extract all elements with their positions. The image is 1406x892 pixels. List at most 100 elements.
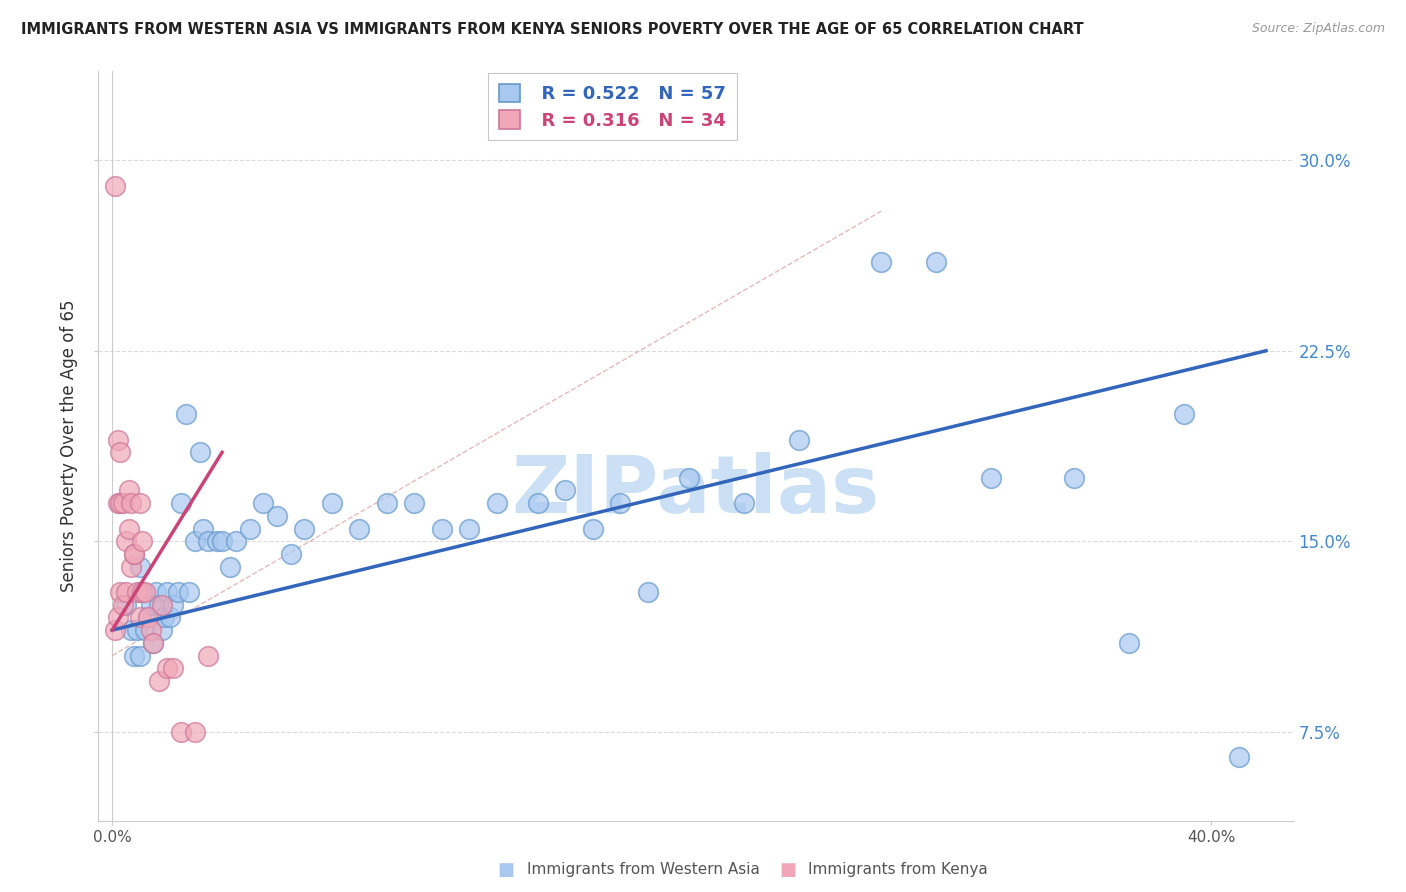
- Point: [128, 610, 150, 624]
- Point: [191, 522, 214, 536]
- Point: [125, 585, 148, 599]
- Point: [153, 610, 176, 624]
- Point: [150, 598, 173, 612]
- Point: [870, 255, 893, 269]
- Point: [115, 598, 138, 612]
- Point: [110, 445, 132, 459]
- Point: [139, 623, 162, 637]
- Point: [176, 407, 198, 421]
- Point: [733, 496, 755, 510]
- Point: [115, 585, 138, 599]
- Point: [1227, 750, 1250, 764]
- Point: [197, 648, 219, 663]
- Point: [115, 534, 138, 549]
- Y-axis label: Seniors Poverty Over the Age of 65: Seniors Poverty Over the Age of 65: [60, 300, 79, 592]
- Point: [128, 559, 150, 574]
- Point: [131, 585, 153, 599]
- Point: [156, 661, 179, 675]
- Point: [1173, 407, 1195, 421]
- Point: [120, 559, 142, 574]
- Point: [131, 534, 153, 549]
- Point: [252, 496, 274, 510]
- Point: [458, 522, 481, 536]
- Point: [148, 673, 170, 688]
- Text: Immigrants from Western Asia: Immigrants from Western Asia: [527, 863, 761, 877]
- Point: [162, 598, 184, 612]
- Point: [980, 471, 1002, 485]
- Point: [128, 648, 150, 663]
- Point: [148, 598, 170, 612]
- Legend:   R = 0.522   N = 57,   R = 0.316   N = 34: R = 0.522 N = 57, R = 0.316 N = 34: [488, 73, 737, 140]
- Point: [205, 534, 228, 549]
- Point: [183, 724, 205, 739]
- Point: [104, 623, 127, 637]
- Point: [162, 661, 184, 675]
- Point: [787, 433, 810, 447]
- Point: [219, 559, 242, 574]
- Point: [139, 598, 162, 612]
- Point: [156, 585, 179, 599]
- Point: [1118, 636, 1140, 650]
- Text: IMMIGRANTS FROM WESTERN ASIA VS IMMIGRANTS FROM KENYA SENIORS POVERTY OVER THE A: IMMIGRANTS FROM WESTERN ASIA VS IMMIGRAN…: [21, 22, 1084, 37]
- Point: [375, 496, 398, 510]
- Point: [188, 445, 211, 459]
- Point: [321, 496, 343, 510]
- Point: [225, 534, 247, 549]
- Point: [128, 585, 150, 599]
- Point: [170, 724, 193, 739]
- Point: [125, 623, 148, 637]
- Point: [136, 610, 159, 624]
- Point: [404, 496, 426, 510]
- Point: [925, 255, 948, 269]
- Point: [142, 636, 165, 650]
- Point: [110, 585, 132, 599]
- Point: [266, 508, 288, 523]
- Point: [117, 522, 139, 536]
- Point: [349, 522, 371, 536]
- Point: [167, 585, 190, 599]
- Point: [238, 522, 260, 536]
- Point: [150, 623, 173, 637]
- Point: [110, 496, 132, 510]
- Point: [485, 496, 508, 510]
- Point: [134, 623, 156, 637]
- Point: [678, 471, 700, 485]
- Point: [145, 585, 167, 599]
- Point: [430, 522, 453, 536]
- Point: [134, 585, 156, 599]
- Point: [107, 610, 129, 624]
- Point: [122, 547, 145, 561]
- Point: [183, 534, 205, 549]
- Point: [112, 496, 135, 510]
- Text: Source: ZipAtlas.com: Source: ZipAtlas.com: [1251, 22, 1385, 36]
- Point: [112, 598, 135, 612]
- Point: [104, 178, 127, 193]
- Point: [582, 522, 605, 536]
- Point: [609, 496, 631, 510]
- Point: [136, 610, 159, 624]
- Point: [637, 585, 659, 599]
- Text: ZIPatlas: ZIPatlas: [512, 452, 880, 530]
- Point: [107, 496, 129, 510]
- Point: [197, 534, 219, 549]
- Point: [142, 636, 165, 650]
- Text: Immigrants from Kenya: Immigrants from Kenya: [808, 863, 988, 877]
- Point: [170, 496, 193, 510]
- Point: [527, 496, 550, 510]
- Text: ■: ■: [779, 861, 796, 879]
- Point: [1063, 471, 1085, 485]
- Point: [120, 623, 142, 637]
- Point: [122, 648, 145, 663]
- Point: [120, 496, 142, 510]
- Point: [177, 585, 200, 599]
- Point: [122, 547, 145, 561]
- Point: [211, 534, 233, 549]
- Text: ■: ■: [498, 861, 515, 879]
- Point: [280, 547, 302, 561]
- Point: [159, 610, 181, 624]
- Point: [117, 483, 139, 498]
- Point: [554, 483, 576, 498]
- Point: [294, 522, 316, 536]
- Point: [107, 433, 129, 447]
- Point: [128, 496, 150, 510]
